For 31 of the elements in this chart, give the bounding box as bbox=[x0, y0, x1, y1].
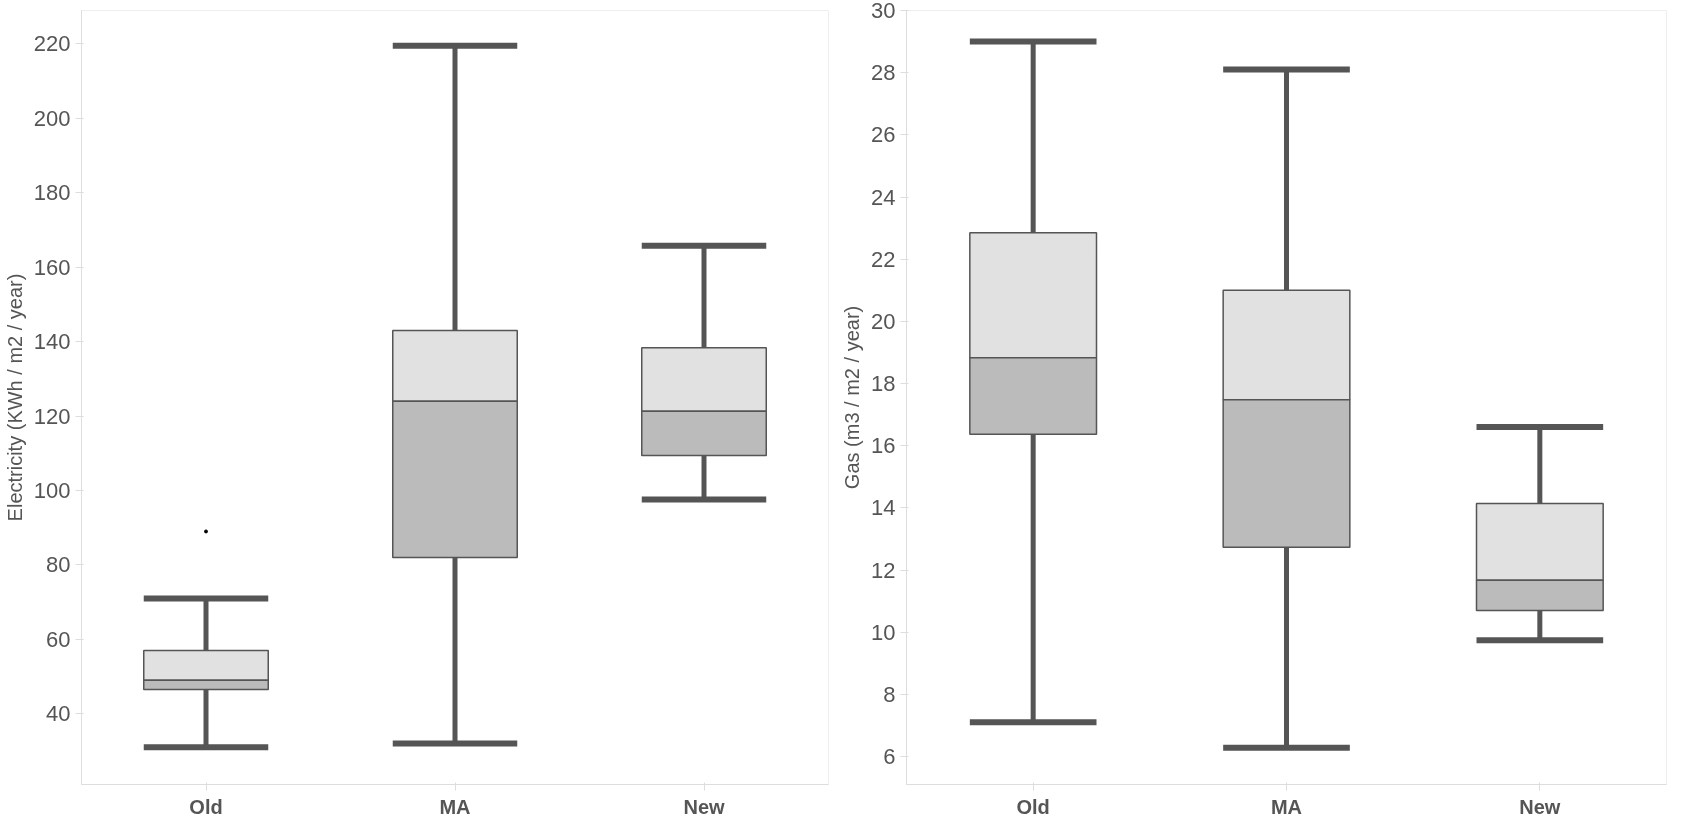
y-tick-label: 140 bbox=[33, 329, 71, 355]
y-tick-label: 120 bbox=[33, 403, 71, 429]
y-tick-label: 40 bbox=[46, 701, 71, 727]
y-tick-label: 30 bbox=[871, 0, 896, 23]
x-tick-label: Old bbox=[189, 795, 223, 818]
y-tick-label: 180 bbox=[33, 180, 71, 206]
y-tick-label: 28 bbox=[871, 60, 896, 86]
y-tick-label: 160 bbox=[33, 254, 71, 280]
y-tick-label: 16 bbox=[871, 433, 896, 459]
y-tick-label: 20 bbox=[871, 308, 896, 334]
y-tick-label: 200 bbox=[33, 105, 71, 131]
y-tick-label: 6 bbox=[883, 744, 896, 770]
y-tick-label: 220 bbox=[33, 31, 71, 57]
y-tick-label: 14 bbox=[871, 495, 896, 521]
x-tick-label: New bbox=[1519, 795, 1561, 818]
y-tick-label: 12 bbox=[871, 557, 896, 583]
y-tick-label: 100 bbox=[33, 478, 71, 504]
y-tick-label: 60 bbox=[46, 626, 71, 652]
y-axis-title: Electricity (KWh / m2 / year) bbox=[3, 273, 26, 522]
y-tick-label: 8 bbox=[883, 681, 896, 707]
y-tick-label: 22 bbox=[871, 246, 896, 272]
y-tick-label: 10 bbox=[871, 619, 896, 645]
x-tick-label: Old bbox=[1016, 795, 1050, 818]
y-tick-label: 80 bbox=[46, 552, 71, 578]
y-tick-label: 18 bbox=[871, 371, 896, 397]
y-tick-label: 26 bbox=[871, 122, 896, 148]
y-tick-label: 24 bbox=[871, 184, 896, 210]
x-tick-label: MA bbox=[439, 795, 471, 818]
x-tick-label: New bbox=[683, 795, 725, 818]
x-tick-label: MA bbox=[1270, 795, 1303, 818]
y-axis-title: Gas (m3 / m2 / year) bbox=[841, 305, 864, 490]
